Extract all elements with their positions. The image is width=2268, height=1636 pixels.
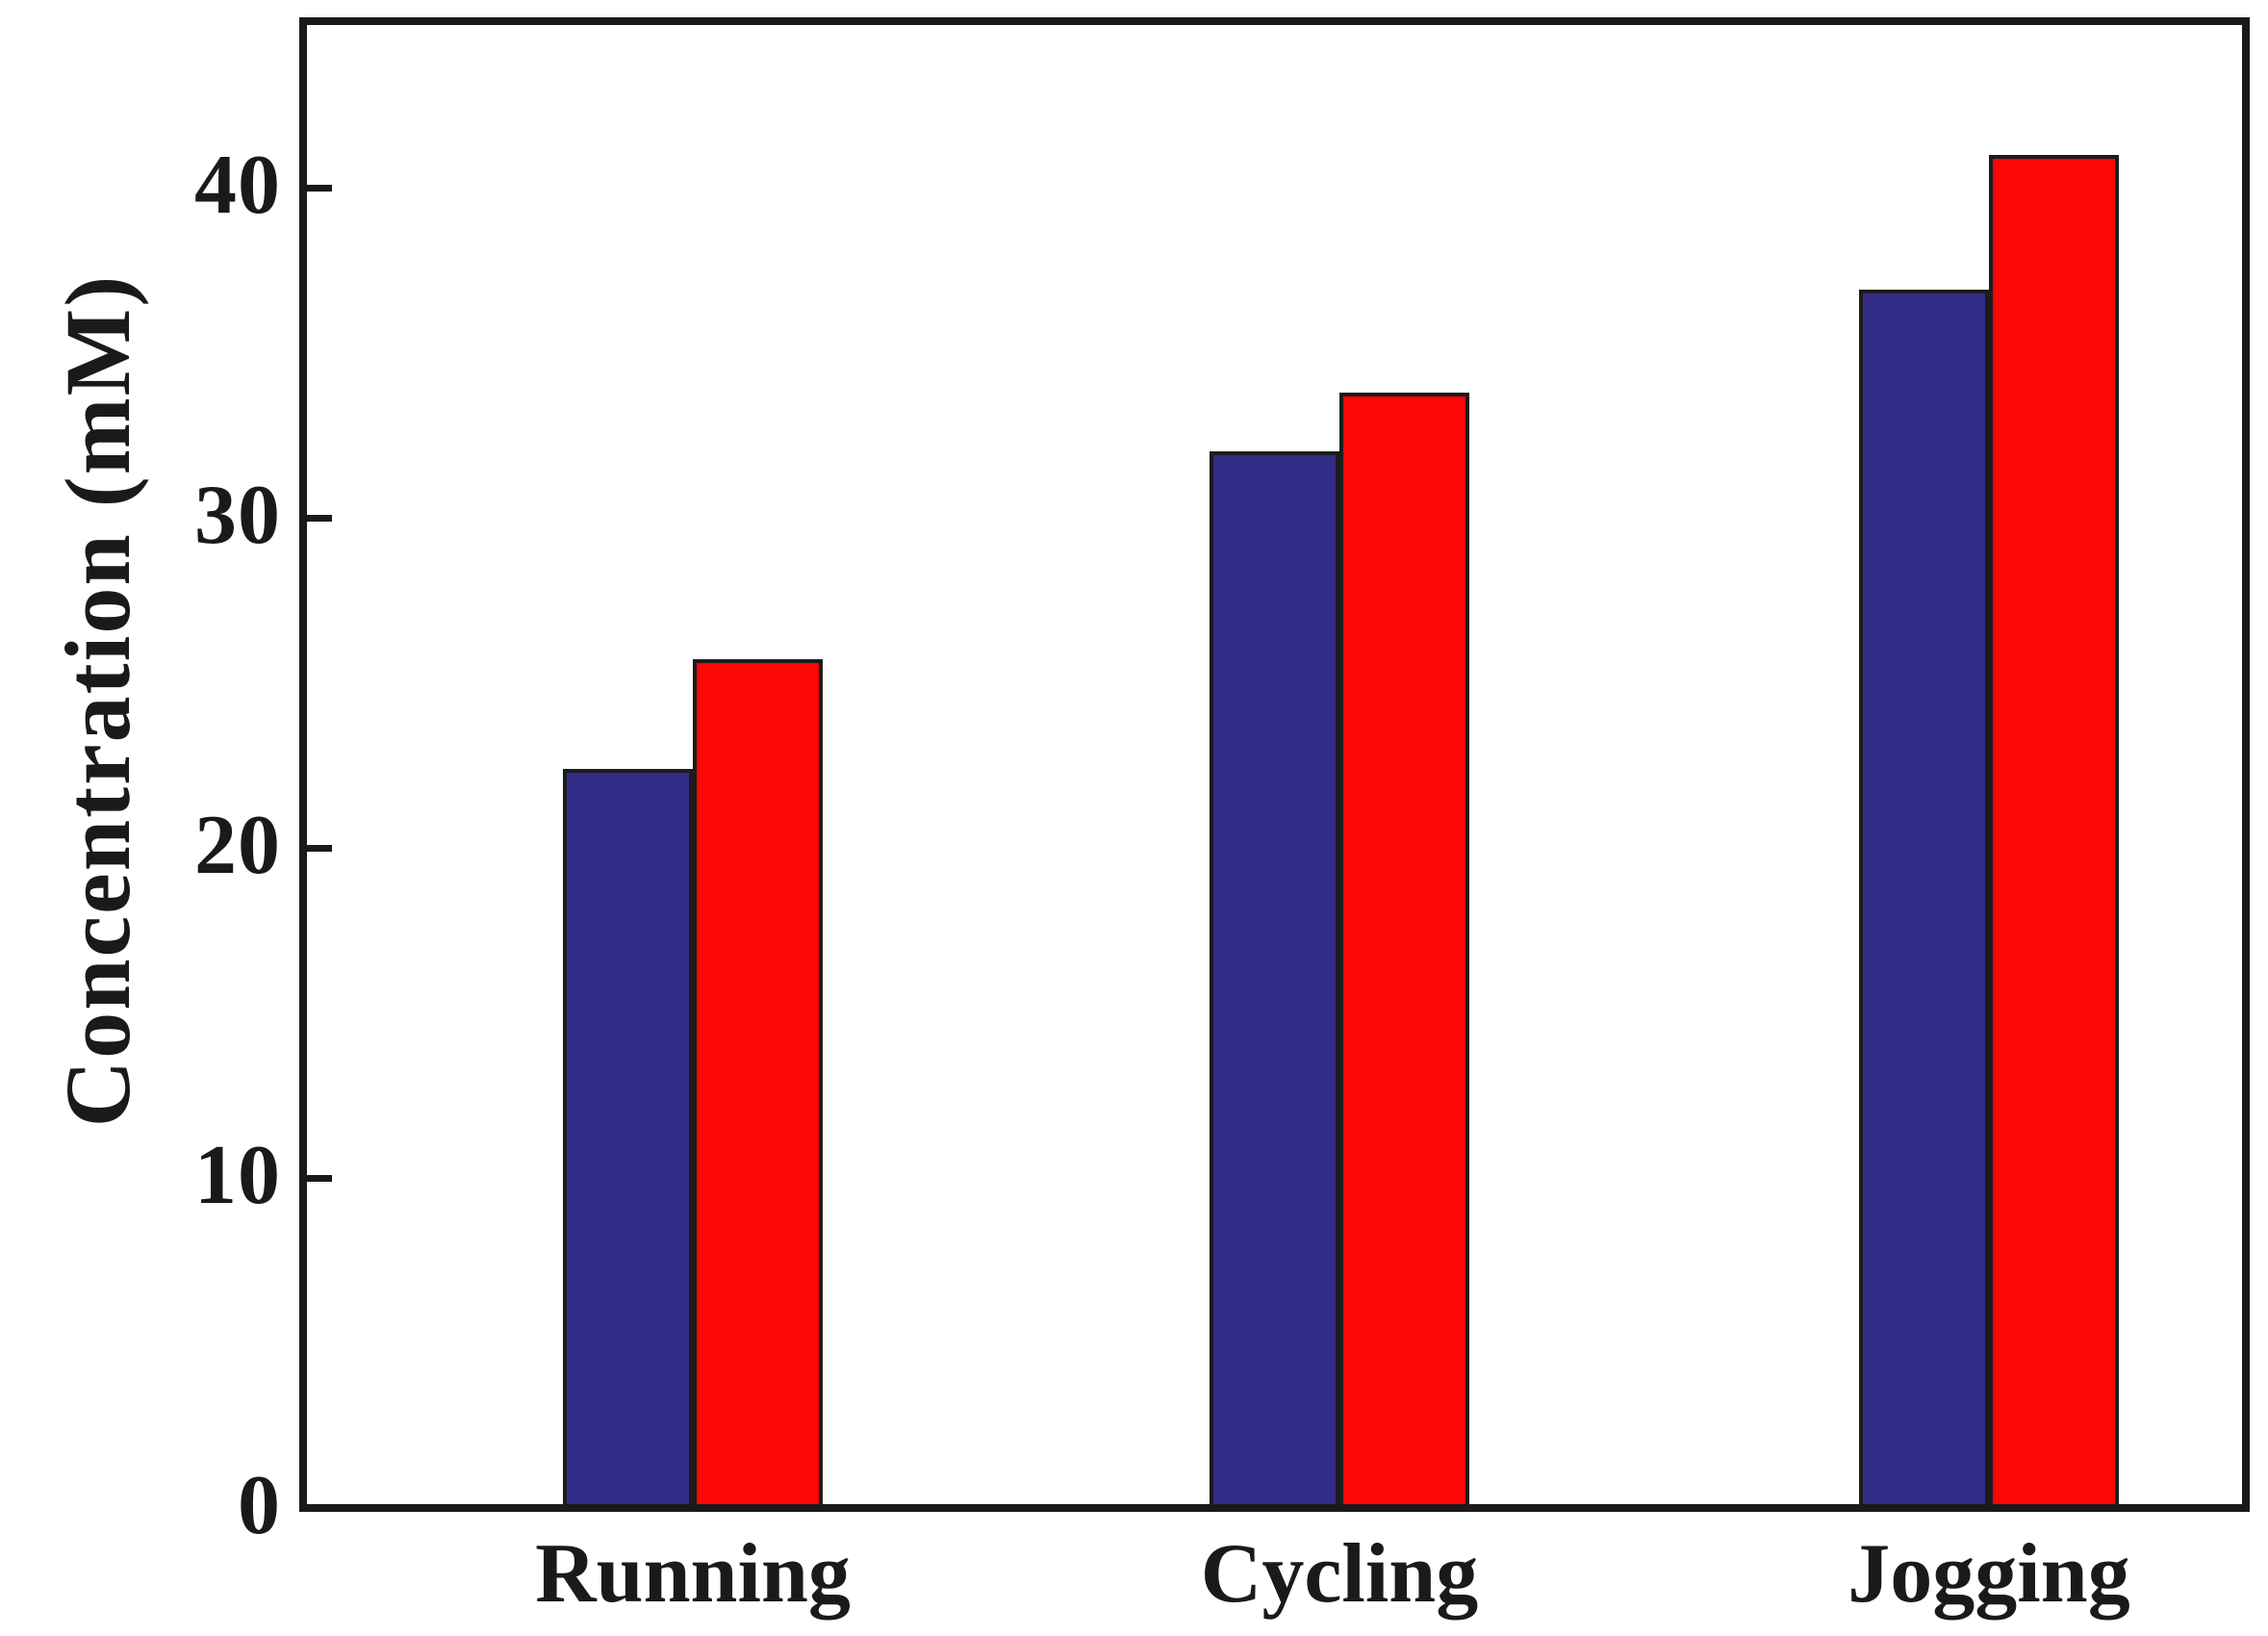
y-tick-40 — [307, 184, 332, 192]
x-category-label-cycling: Cycling — [1200, 1527, 1479, 1621]
y-tick-label-10: 10 — [194, 1129, 281, 1223]
y-tick-label-40: 40 — [194, 139, 281, 233]
x-category-label-running: Running — [535, 1527, 851, 1621]
y-tick-10 — [307, 1174, 332, 1182]
bar-cycling-blue-series — [1210, 451, 1339, 1508]
y-tick-label-0: 0 — [238, 1459, 281, 1553]
bar-running-red-series — [693, 659, 823, 1508]
y-tick-30 — [307, 514, 332, 522]
y-tick-20 — [307, 844, 332, 852]
y-tick-label-20: 20 — [194, 799, 281, 893]
bar-cycling-red-series — [1339, 392, 1469, 1508]
y-tick-label-30: 30 — [194, 469, 281, 563]
bar-jogging-blue-series — [1859, 290, 1989, 1508]
x-category-label-jogging: Jogging — [1848, 1527, 2130, 1621]
bar-jogging-red-series — [1989, 154, 2119, 1508]
bar-running-blue-series — [563, 768, 693, 1508]
y-axis-title: Concentration (mM) — [46, 273, 149, 1128]
